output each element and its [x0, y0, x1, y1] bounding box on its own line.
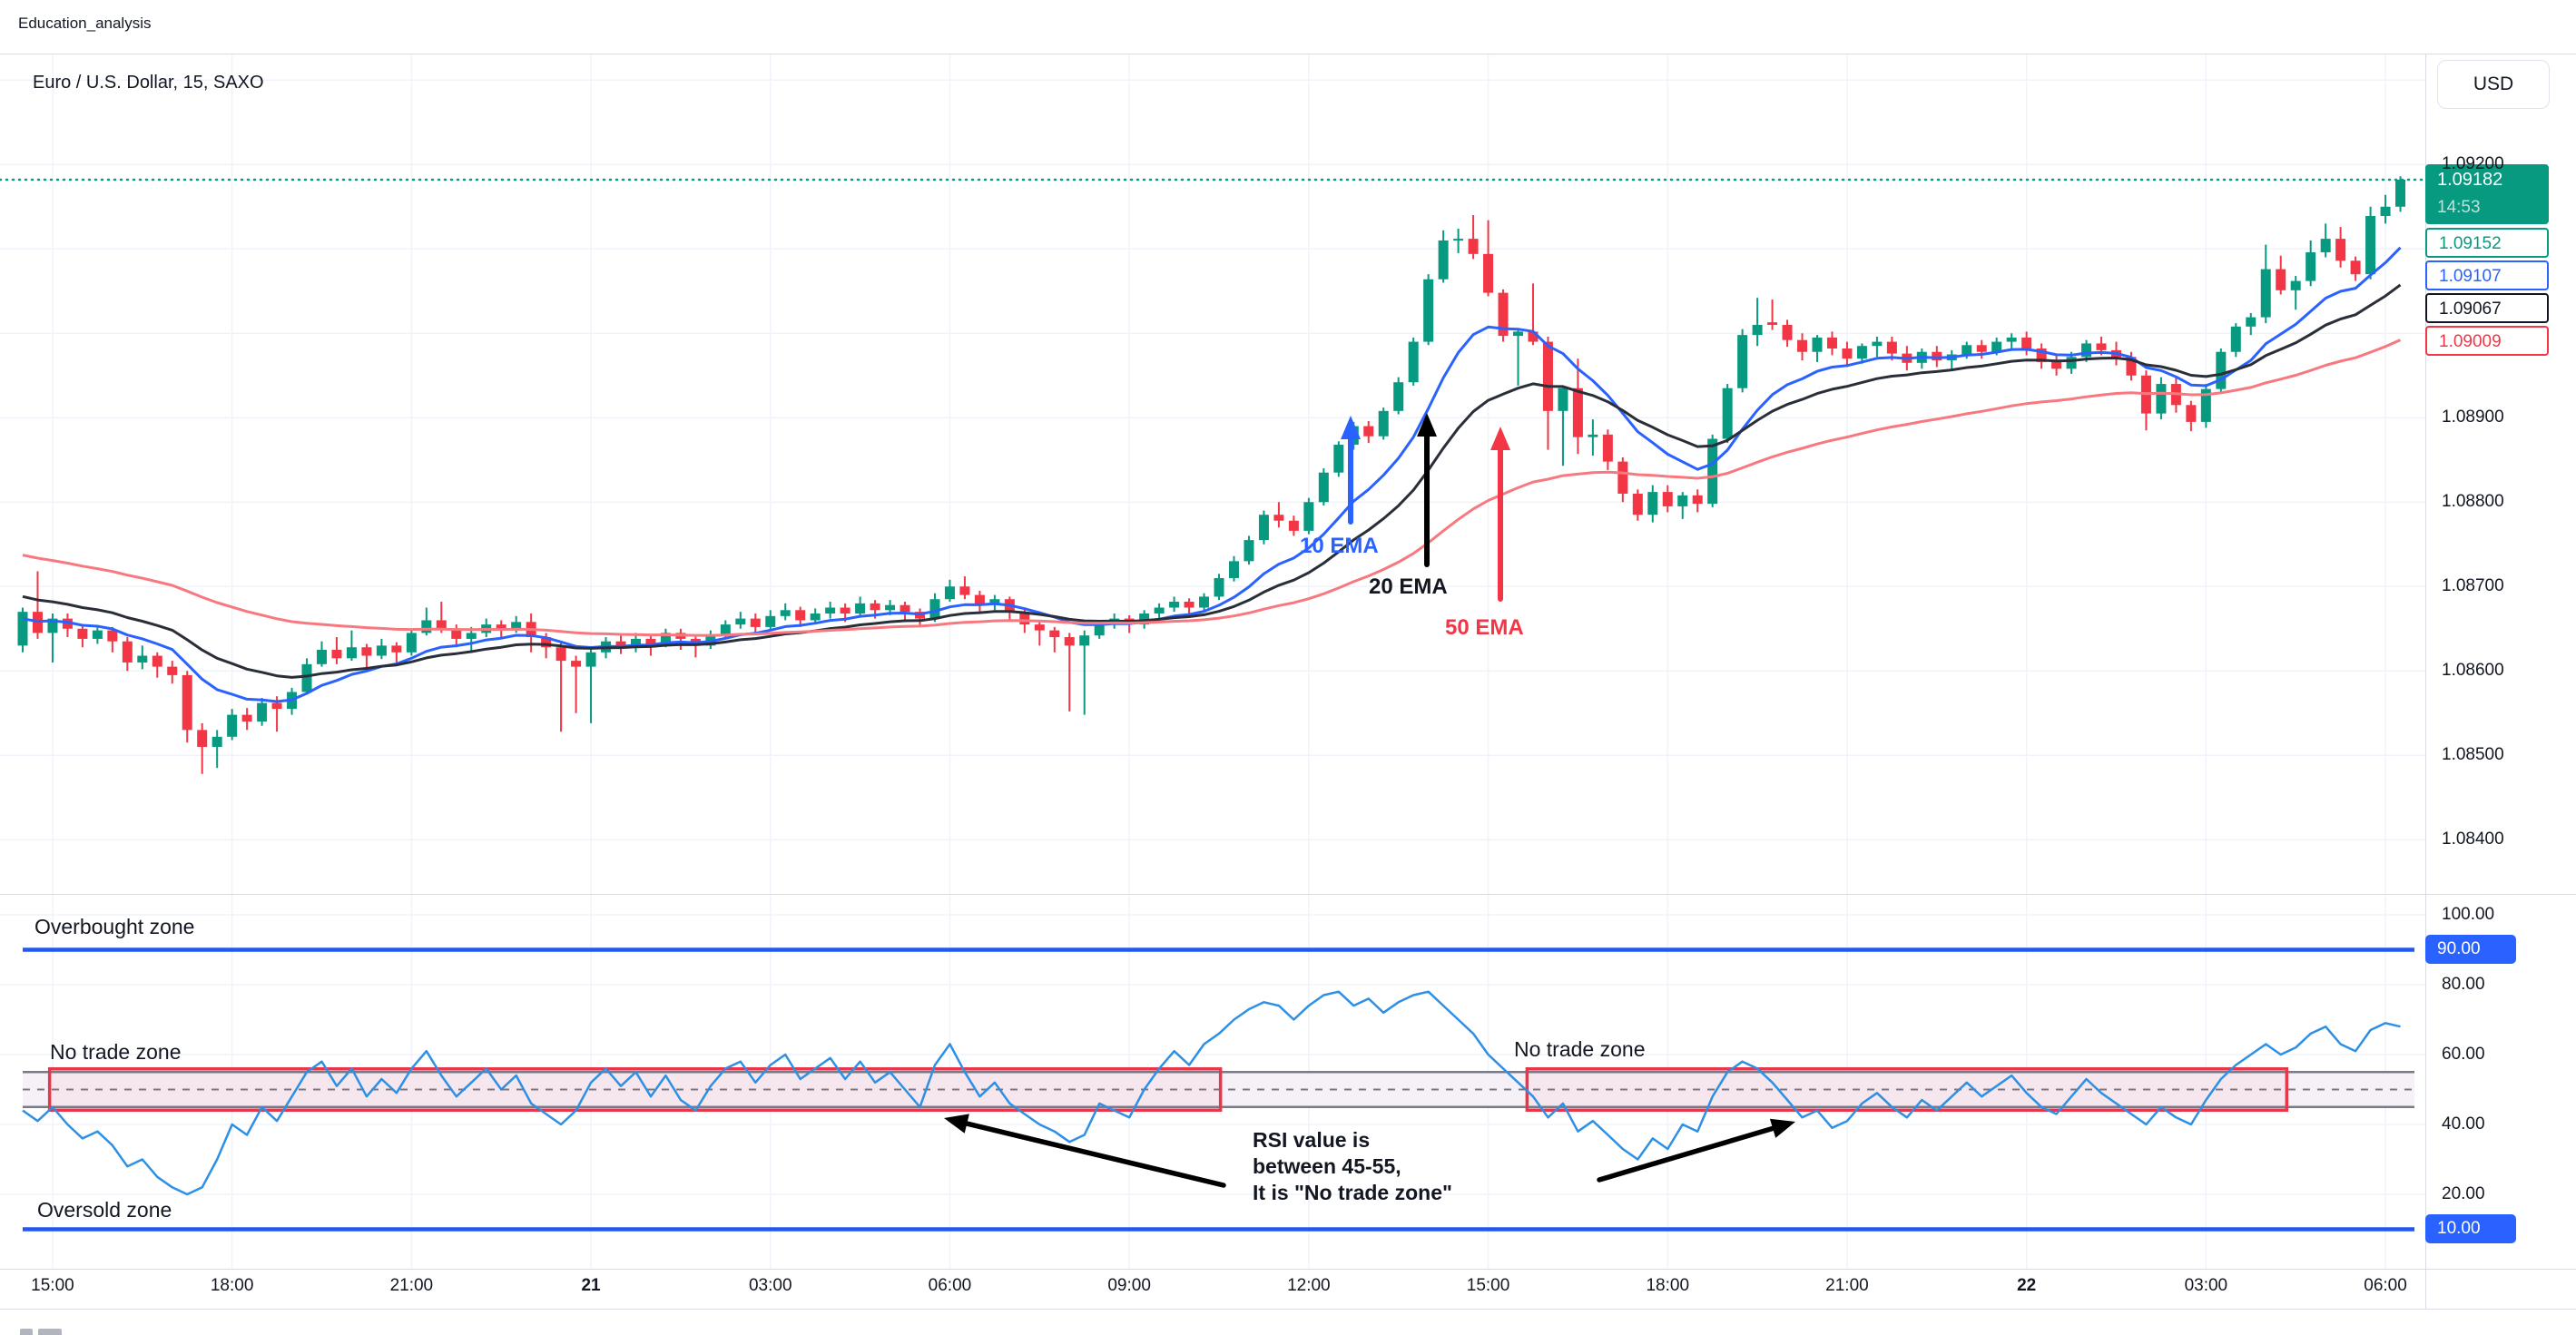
rsi-overbought-badge: 90.00	[2425, 935, 2516, 964]
price-axis-border	[2425, 54, 2426, 1309]
price-tick-label: 1.08700	[2442, 576, 2504, 596]
time-tick-label: 12:00	[1287, 1276, 1331, 1295]
tradingview-logo-partial[interactable]	[20, 1329, 33, 1335]
overbought-zone-label: Overbought zone	[34, 915, 195, 938]
no-trade-zone-label-2: No trade zone	[1514, 1037, 1646, 1061]
time-tick-label: 21	[581, 1276, 601, 1295]
time-tick-label: 03:00	[2184, 1276, 2228, 1295]
time-tick-label: 03:00	[748, 1276, 792, 1295]
ema5-price-badge: 1.09152	[2425, 228, 2549, 258]
rsi-tick-label: 80.00	[2442, 975, 2485, 994]
price-tick-label: 1.08900	[2442, 407, 2504, 427]
bar-countdown: 14:53	[2437, 198, 2481, 217]
ema50-price-badge: 1.09009	[2425, 326, 2549, 356]
time-tick-label: 06:00	[928, 1276, 972, 1295]
rsi-tick-label: 20.00	[2442, 1184, 2485, 1203]
oversold-zone-label: Oversold zone	[37, 1198, 172, 1222]
currency-toggle-button[interactable]: USD	[2437, 60, 2550, 109]
time-tick-label: 21:00	[389, 1276, 434, 1295]
rsi-note-line-1: RSI value is	[1253, 1128, 1371, 1152]
time-tick-label: 18:00	[1646, 1276, 1690, 1295]
last-price-value: 1.09182	[2437, 170, 2503, 190]
time-tick-label: 15:00	[31, 1276, 74, 1295]
time-tick-label: 18:00	[210, 1276, 254, 1295]
rsi-note-line-2: between 45-55,	[1253, 1154, 1401, 1178]
panel-separator[interactable]	[0, 894, 2576, 895]
time-tick-label: 09:00	[1107, 1276, 1151, 1295]
widget-bottom-border	[0, 1309, 2576, 1310]
symbol-title[interactable]: Euro / U.S. Dollar, 15, SAXO	[33, 73, 264, 93]
rsi-tick-label: 40.00	[2442, 1114, 2485, 1134]
rsi-oversold-badge: 10.00	[2425, 1214, 2516, 1243]
time-axis-top-border	[0, 1269, 2576, 1270]
layout-name-button[interactable]: Education_analysis	[18, 15, 152, 32]
rsi-tick-label: 60.00	[2442, 1045, 2485, 1064]
ema20-price-badge: 1.09067	[2425, 293, 2549, 323]
price-tick-label: 1.09200	[2442, 154, 2504, 174]
price-tick-label: 1.08600	[2442, 661, 2504, 681]
no-trade-zone-label-1: No trade zone	[50, 1040, 182, 1064]
last-price-badge: 1.09182 14:53	[2425, 164, 2549, 224]
time-scale[interactable]	[0, 1269, 2576, 1309]
ema20-label: 20 EMA	[1369, 574, 1448, 599]
price-tick-label: 1.08400	[2442, 829, 2504, 849]
ema50-label: 50 EMA	[1445, 615, 1524, 640]
tradingview-logo-partial[interactable]	[38, 1329, 62, 1335]
time-tick-label: 15:00	[1466, 1276, 1510, 1295]
time-tick-label: 21:00	[1825, 1276, 1869, 1295]
rsi-note-text: RSI value is between 45-55, It is "No tr…	[1253, 1127, 1452, 1206]
time-tick-label: 22	[2017, 1276, 2037, 1295]
price-tick-label: 1.08500	[2442, 745, 2504, 765]
price-tick-label: 1.08800	[2442, 492, 2504, 512]
price-scale[interactable]	[2425, 54, 2576, 1269]
time-tick-label: 06:00	[2364, 1276, 2407, 1295]
rsi-tick-label: 100.00	[2442, 905, 2495, 924]
rsi-note-line-3: It is "No trade zone"	[1253, 1181, 1452, 1204]
ema10-label: 10 EMA	[1300, 534, 1379, 558]
ema10-price-badge: 1.09107	[2425, 260, 2549, 290]
